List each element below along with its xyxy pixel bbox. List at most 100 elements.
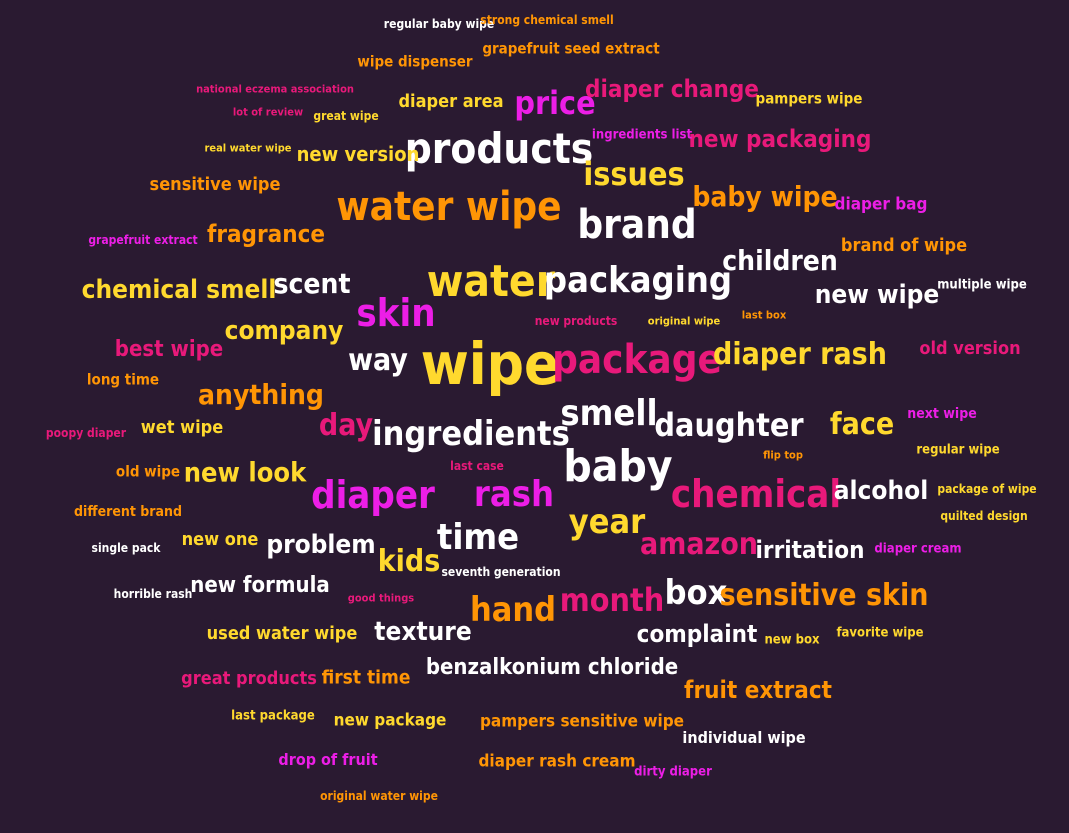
word-cloud-term: smell bbox=[560, 393, 658, 434]
word-cloud-term: first time bbox=[321, 666, 411, 689]
word-cloud-term: wipe dispenser bbox=[357, 52, 473, 71]
word-cloud-term: diaper area bbox=[398, 91, 504, 112]
word-cloud-term: new formula bbox=[190, 573, 330, 598]
word-cloud-term: anything bbox=[198, 378, 324, 411]
word-cloud-term: new box bbox=[764, 632, 820, 648]
word-cloud-term: package bbox=[552, 337, 722, 383]
word-cloud-term: new one bbox=[181, 529, 259, 550]
word-cloud-term: kids bbox=[377, 544, 441, 579]
word-cloud-term: new packaging bbox=[688, 125, 872, 153]
word-cloud-term: strong chemical smell bbox=[480, 13, 614, 27]
word-cloud-term: benzalkonium chloride bbox=[425, 655, 679, 680]
word-cloud-term: last package bbox=[231, 708, 315, 724]
word-cloud-term: last box bbox=[741, 308, 787, 322]
word-cloud-term: pampers sensitive wipe bbox=[479, 711, 685, 732]
word-cloud-term: new package bbox=[333, 710, 447, 731]
word-cloud-term: drop of fruit bbox=[278, 750, 378, 769]
word-cloud-term: scent bbox=[273, 267, 351, 300]
word-cloud-term: diaper bag bbox=[834, 194, 928, 215]
word-cloud-term: texture bbox=[374, 617, 472, 647]
word-cloud-term: time bbox=[436, 517, 520, 558]
word-cloud-term: seventh generation bbox=[441, 565, 561, 579]
word-cloud-term: regular baby wipe bbox=[383, 17, 495, 31]
word-cloud-term: diaper rash bbox=[713, 337, 887, 372]
word-cloud-term: diaper bbox=[311, 473, 435, 517]
word-cloud-term: original water wipe bbox=[320, 789, 438, 803]
word-cloud-term: brand bbox=[577, 202, 697, 248]
word-cloud-term: new look bbox=[183, 457, 307, 489]
word-cloud-term: baby bbox=[563, 441, 673, 492]
word-cloud-term: ingredients list bbox=[591, 127, 693, 143]
word-cloud-term: real water wipe bbox=[204, 141, 292, 155]
word-cloud-term: multiple wipe bbox=[937, 277, 1027, 293]
word-cloud-term: single pack bbox=[91, 541, 161, 555]
word-cloud-term: ingredients bbox=[372, 414, 570, 454]
word-cloud-term: water wipe bbox=[336, 184, 562, 230]
word-cloud-term: grapefruit seed extract bbox=[482, 39, 660, 58]
word-cloud-term: diaper cream bbox=[874, 541, 962, 557]
word-cloud-term: amazon bbox=[639, 527, 759, 562]
word-cloud-term: best wipe bbox=[114, 337, 224, 362]
word-cloud-term: box bbox=[664, 573, 728, 613]
word-cloud-term: last case bbox=[450, 459, 504, 473]
word-cloud-term: old wipe bbox=[115, 462, 181, 481]
word-cloud-term: regular wipe bbox=[916, 442, 1000, 458]
word-cloud-term: sensitive skin bbox=[719, 578, 929, 613]
word-cloud-term: different brand bbox=[74, 504, 182, 520]
word-cloud-term: lot of review bbox=[232, 105, 304, 119]
word-cloud-term: issues bbox=[583, 155, 685, 193]
word-cloud-term: fruit extract bbox=[684, 676, 832, 704]
word-cloud-term: used water wipe bbox=[206, 623, 358, 644]
word-cloud-term: diaper rash cream bbox=[478, 751, 636, 772]
word-cloud-term: brand of wipe bbox=[840, 235, 968, 256]
word-cloud-term: new products bbox=[534, 314, 618, 328]
word-cloud-term: diaper change bbox=[585, 75, 759, 103]
word-cloud-term: great wipe bbox=[313, 109, 379, 123]
word-cloud-term: daughter bbox=[654, 406, 804, 444]
word-cloud-term: grapefruit extract bbox=[88, 233, 198, 247]
word-cloud-term: way bbox=[348, 343, 408, 378]
word-cloud-term: rash bbox=[473, 474, 555, 515]
word-cloud-term: next wipe bbox=[907, 406, 977, 422]
word-cloud-term: fragrance bbox=[206, 220, 326, 248]
word-cloud-term: problem bbox=[266, 530, 376, 560]
word-cloud-term: dirty diaper bbox=[634, 764, 712, 780]
word-cloud-term: chemical bbox=[670, 472, 842, 516]
word-cloud-term: water bbox=[426, 256, 556, 307]
word-cloud-term: old version bbox=[919, 338, 1021, 359]
word-cloud-term: packaging bbox=[543, 260, 733, 301]
word-cloud-term: hand bbox=[469, 590, 557, 630]
word-cloud-term: month bbox=[559, 581, 665, 619]
word-cloud-term: new wipe bbox=[814, 280, 940, 310]
word-cloud-term: quilted design bbox=[940, 509, 1028, 523]
word-cloud-term: national eczema association bbox=[196, 82, 354, 96]
word-cloud-term: wipe bbox=[420, 330, 560, 398]
word-cloud-term: price bbox=[514, 84, 596, 122]
word-cloud-term: face bbox=[829, 407, 895, 442]
word-cloud-term: pampers wipe bbox=[755, 89, 863, 108]
word-cloud-term: flip top bbox=[763, 448, 803, 462]
word-cloud-term: children bbox=[722, 244, 838, 277]
word-cloud-term: irritation bbox=[755, 536, 865, 564]
word-cloud-term: sensitive wipe bbox=[149, 174, 281, 195]
word-cloud-term: products bbox=[404, 124, 594, 173]
word-cloud-term: skin bbox=[356, 291, 436, 335]
word-cloud-term: good things bbox=[347, 591, 415, 605]
word-cloud-term: poopy diaper bbox=[45, 426, 127, 440]
word-cloud-term: day bbox=[318, 408, 374, 443]
word-cloud-term: baby wipe bbox=[692, 180, 838, 213]
word-cloud-term: great products bbox=[181, 668, 317, 689]
word-cloud-term: wet wipe bbox=[140, 417, 224, 438]
word-cloud-term: complaint bbox=[636, 620, 758, 648]
word-cloud-term: favorite wipe bbox=[836, 625, 924, 641]
word-cloud-term: original wipe bbox=[647, 314, 721, 328]
word-cloud-term: package of wipe bbox=[937, 482, 1037, 496]
word-cloud-term: alcohol bbox=[833, 476, 929, 506]
word-cloud-term: individual wipe bbox=[682, 728, 806, 747]
word-cloud-term: horrible rash bbox=[113, 587, 193, 601]
word-cloud-term: new version bbox=[296, 142, 420, 166]
word-cloud-term: year bbox=[568, 502, 646, 542]
word-cloud-term: company bbox=[224, 316, 344, 346]
word-cloud-term: long time bbox=[86, 370, 160, 389]
